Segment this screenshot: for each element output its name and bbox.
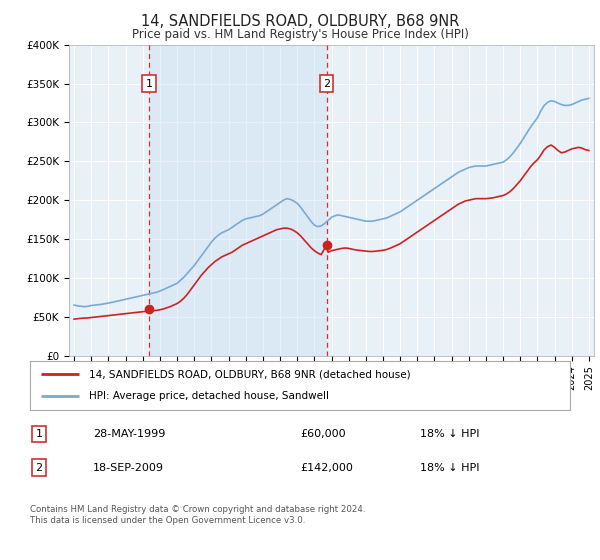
Text: 14, SANDFIELDS ROAD, OLDBURY, B68 9NR (detached house): 14, SANDFIELDS ROAD, OLDBURY, B68 9NR (d… [89,370,411,380]
Text: 1: 1 [35,429,43,439]
Text: £60,000: £60,000 [300,429,346,439]
Text: Contains HM Land Registry data © Crown copyright and database right 2024.
This d: Contains HM Land Registry data © Crown c… [30,505,365,525]
Text: 18-SEP-2009: 18-SEP-2009 [93,463,164,473]
Text: 14, SANDFIELDS ROAD, OLDBURY, B68 9NR: 14, SANDFIELDS ROAD, OLDBURY, B68 9NR [141,14,459,29]
Text: Price paid vs. HM Land Registry's House Price Index (HPI): Price paid vs. HM Land Registry's House … [131,28,469,41]
Text: 2: 2 [323,78,330,88]
Text: HPI: Average price, detached house, Sandwell: HPI: Average price, detached house, Sand… [89,391,329,401]
Text: 1: 1 [146,78,153,88]
Bar [149,45,326,356]
Text: 28-MAY-1999: 28-MAY-1999 [93,429,166,439]
Text: 18% ↓ HPI: 18% ↓ HPI [420,463,479,473]
Text: 18% ↓ HPI: 18% ↓ HPI [420,429,479,439]
Text: 2: 2 [35,463,43,473]
Text: £142,000: £142,000 [300,463,353,473]
